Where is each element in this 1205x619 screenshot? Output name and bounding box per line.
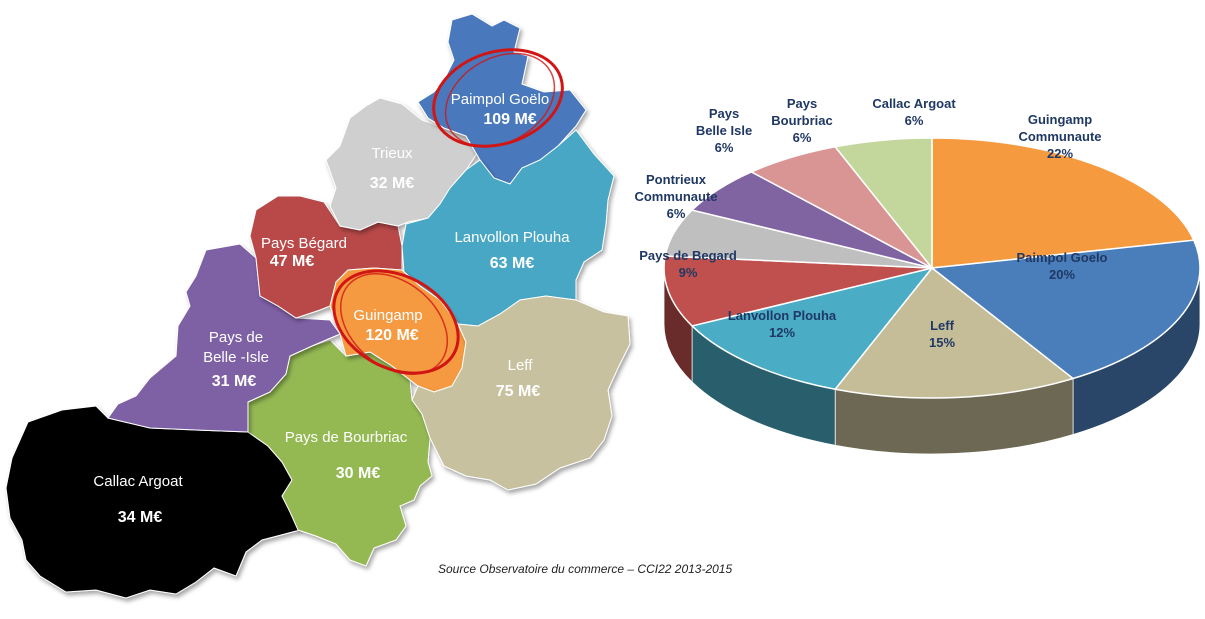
- pie-label-percent: 15%: [929, 335, 955, 350]
- highlight-ellipse-guingamp-inner: [339, 273, 449, 375]
- pie-label-line: Belle Isle: [696, 123, 752, 138]
- pie-label-percent: 6%: [905, 113, 924, 128]
- label-lanvollon-value: 63 M€: [490, 255, 535, 272]
- pie-label-paimpol-goelo: Paimpol Goelo 20%: [1016, 250, 1107, 282]
- pie-label-pays-bourbriac: Pays Bourbriac 6%: [771, 96, 832, 145]
- pie-label-line: Callac Argoat: [872, 96, 956, 111]
- pie-slice-paimpol-goelo[interactable]: [930, 239, 1201, 380]
- pie-label-leff: Leff 15%: [929, 318, 955, 350]
- pie-chart-labels: Guingamp Communaute 22% Paimpol Goelo 20% Lef…: [634, 96, 1107, 350]
- pie-label-line: Pontrieux: [646, 172, 707, 187]
- label-belle-isle-name-1: Pays de: [209, 329, 263, 346]
- pie-label-line: Pays: [787, 96, 817, 111]
- pie-label-lanvollon-plouha: Lanvollon Plouha 12%: [728, 308, 837, 340]
- label-belle-isle-name-2: Belle -Isle: [203, 349, 269, 366]
- pie-label-line: Pays: [709, 106, 739, 121]
- label-bourbriac-name: Pays de Bourbriac: [285, 429, 408, 446]
- pie-slice-callac-argoat[interactable]: [833, 137, 933, 271]
- pie-chart: Guingamp Communaute 22% Paimpol Goelo 20% Lef…: [634, 96, 1201, 455]
- pie-label-percent: 22%: [1047, 146, 1073, 161]
- label-trieux-value: 32 M€: [370, 175, 415, 192]
- pie-slice-lanvollon-plouha[interactable]: [690, 266, 934, 391]
- pie-label-line: Guingamp: [1028, 112, 1092, 127]
- region-leff[interactable]: [411, 295, 631, 491]
- label-leff-value: 75 M€: [496, 383, 541, 400]
- pie-label-percent: 6%: [715, 140, 734, 155]
- label-lanvollon-name: Lanvollon Plouha: [454, 229, 570, 246]
- pie-label-line: Communaute: [1018, 129, 1101, 144]
- region-map: Paimpol Goëlo 109 M€ Trieux 32 M€ Lanvol…: [5, 13, 631, 599]
- source-caption: Source Observatoire du commerce – CCI22 …: [438, 562, 733, 576]
- highlight-ellipse-paimpol-inner: [444, 52, 556, 148]
- pie-label-pays-belle-isle: Pays Belle Isle 6%: [696, 106, 752, 155]
- pie-label-percent: 20%: [1049, 267, 1075, 282]
- label-callac-value: 34 M€: [118, 509, 163, 526]
- pie-label-pontrieux-communaute: Pontrieux Communaute 6%: [634, 172, 717, 221]
- pie-label-percent: 9%: [679, 265, 698, 280]
- label-paimpol-name: Paimpol Goëlo: [451, 91, 549, 108]
- pie-label-percent: 6%: [793, 130, 812, 145]
- pie-label-line: Paimpol Goelo: [1016, 250, 1107, 265]
- pie-label-pays-de-begard: Pays de Begard 9%: [639, 248, 737, 280]
- pie-label-line: Lanvollon Plouha: [728, 308, 837, 323]
- pie-label-line: Communaute: [634, 189, 717, 204]
- label-trieux-name: Trieux: [371, 145, 413, 162]
- label-bourbriac-value: 30 M€: [336, 465, 381, 482]
- label-pays-begard-value: 47 M€: [270, 253, 315, 270]
- pie-slice-pays-de-begard[interactable]: [663, 255, 933, 327]
- pie-label-percent: 6%: [667, 206, 686, 221]
- label-pays-begard-name: Pays Bégard: [261, 235, 347, 252]
- highlight-ellipse-paimpol: [432, 48, 564, 148]
- label-leff-name: Leff: [508, 357, 534, 374]
- pie-slice-guingamp-communaute[interactable]: [931, 137, 1195, 269]
- label-belle-isle-value: 31 M€: [212, 373, 257, 390]
- label-guingamp-value: 120 M€: [365, 327, 418, 344]
- label-guingamp-name: Guingamp: [353, 307, 422, 324]
- label-paimpol-value: 109 M€: [483, 111, 536, 128]
- pie-label-line: Pays de Begard: [639, 248, 737, 263]
- region-lanvollon-plouha[interactable]: [401, 129, 615, 327]
- pie-label-percent: 12%: [769, 325, 795, 340]
- pie-label-guingamp-communaute: Guingamp Communaute 22%: [1018, 112, 1101, 161]
- pie-label-line: Leff: [930, 318, 955, 333]
- pie-slice-leff[interactable]: [833, 266, 1075, 399]
- label-callac-name: Callac Argoat: [93, 473, 183, 490]
- pie-label-line: Bourbriac: [771, 113, 832, 128]
- pie-chart-slices: [663, 137, 1201, 399]
- pie-label-callac-argoat: Callac Argoat 6%: [872, 96, 956, 128]
